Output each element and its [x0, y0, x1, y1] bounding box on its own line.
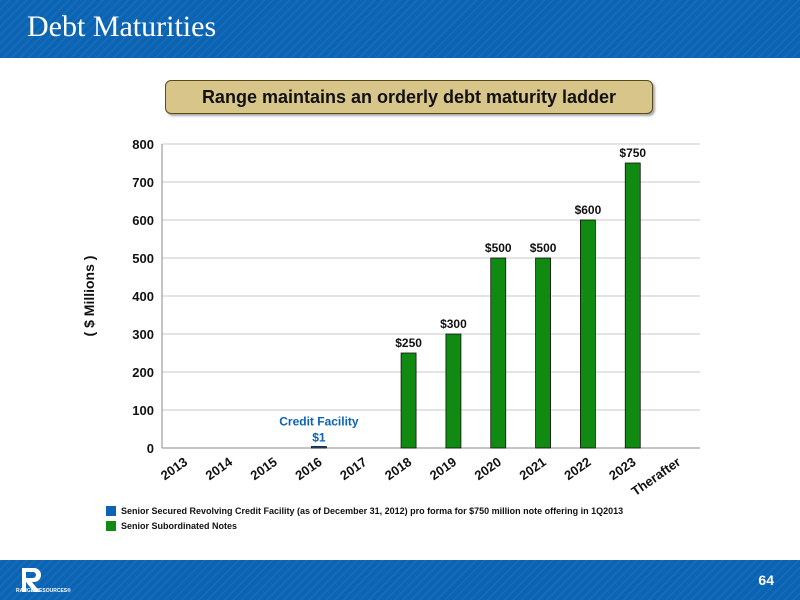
- bar-2020-senior-notes: [490, 257, 507, 449]
- x-tick-label: Therafter: [629, 454, 684, 499]
- x-tick-label: 2023: [606, 454, 638, 483]
- x-tick-label: 2021: [517, 454, 549, 483]
- y-tick-label: 200: [132, 365, 154, 380]
- y-tick-label: 400: [132, 289, 154, 304]
- bar-2023-senior-notes: [624, 162, 641, 449]
- data-label: $500: [485, 241, 512, 255]
- data-label: $300: [440, 317, 467, 331]
- legend-swatch-senior-notes: [106, 521, 116, 531]
- y-tick-label: 300: [132, 327, 154, 342]
- x-tick-label: 2018: [382, 454, 414, 483]
- data-label: $500: [530, 241, 557, 255]
- credit-facility-annotation: Credit Facility: [279, 415, 359, 429]
- x-tick-label: 2015: [248, 454, 280, 483]
- x-tick-label: 2022: [561, 454, 593, 483]
- legend-item-senior-notes: Senior Subordinated Notes: [106, 521, 237, 531]
- x-tick-label: 2019: [427, 454, 459, 483]
- x-tick-label: 2016: [292, 454, 324, 483]
- footer-bar: RANGE RESOURCES® 64: [0, 560, 800, 600]
- logo-text: RANGE RESOURCES®: [16, 588, 71, 594]
- x-tick-label: 2014: [203, 454, 236, 483]
- y-tick-label: 800: [132, 137, 154, 152]
- header-bar: Debt Maturities: [0, 0, 800, 58]
- bar-2019-senior-notes: [445, 333, 462, 449]
- bar-2018-senior-notes: [400, 352, 417, 449]
- data-label: $750: [619, 146, 646, 160]
- x-tick-label: 2017: [337, 454, 369, 483]
- page-title: Debt Maturities: [27, 10, 217, 43]
- bar-2022-senior-notes: [580, 219, 596, 449]
- legend-swatch-credit-facility: [106, 506, 116, 516]
- y-tick-label: 500: [132, 251, 154, 266]
- x-tick-label: 2020: [472, 454, 504, 483]
- bar-2021-senior-notes: [535, 257, 551, 449]
- bar-2016-credit-facility: [311, 446, 327, 449]
- y-tick-label: 700: [132, 175, 154, 190]
- page-number: 64: [758, 572, 774, 588]
- data-label: $250: [395, 336, 422, 350]
- y-axis-label: ( $ Millions ): [81, 256, 97, 337]
- chart-subtitle-banner: Range maintains an orderly debt maturity…: [165, 80, 653, 114]
- legend-item-credit-facility: Senior Secured Revolving Credit Facility…: [106, 506, 623, 516]
- y-tick-label: 0: [147, 441, 154, 456]
- y-tick-label: 100: [132, 403, 154, 418]
- data-label: $600: [575, 203, 602, 217]
- data-label: $1: [312, 431, 326, 445]
- y-tick-label: 600: [132, 213, 154, 228]
- range-resources-logo-icon: [22, 568, 41, 592]
- x-tick-label: 2013: [158, 454, 190, 483]
- legend-label-senior-notes: Senior Subordinated Notes: [121, 521, 238, 531]
- legend-label-credit-facility: Senior Secured Revolving Credit Facility…: [121, 506, 624, 516]
